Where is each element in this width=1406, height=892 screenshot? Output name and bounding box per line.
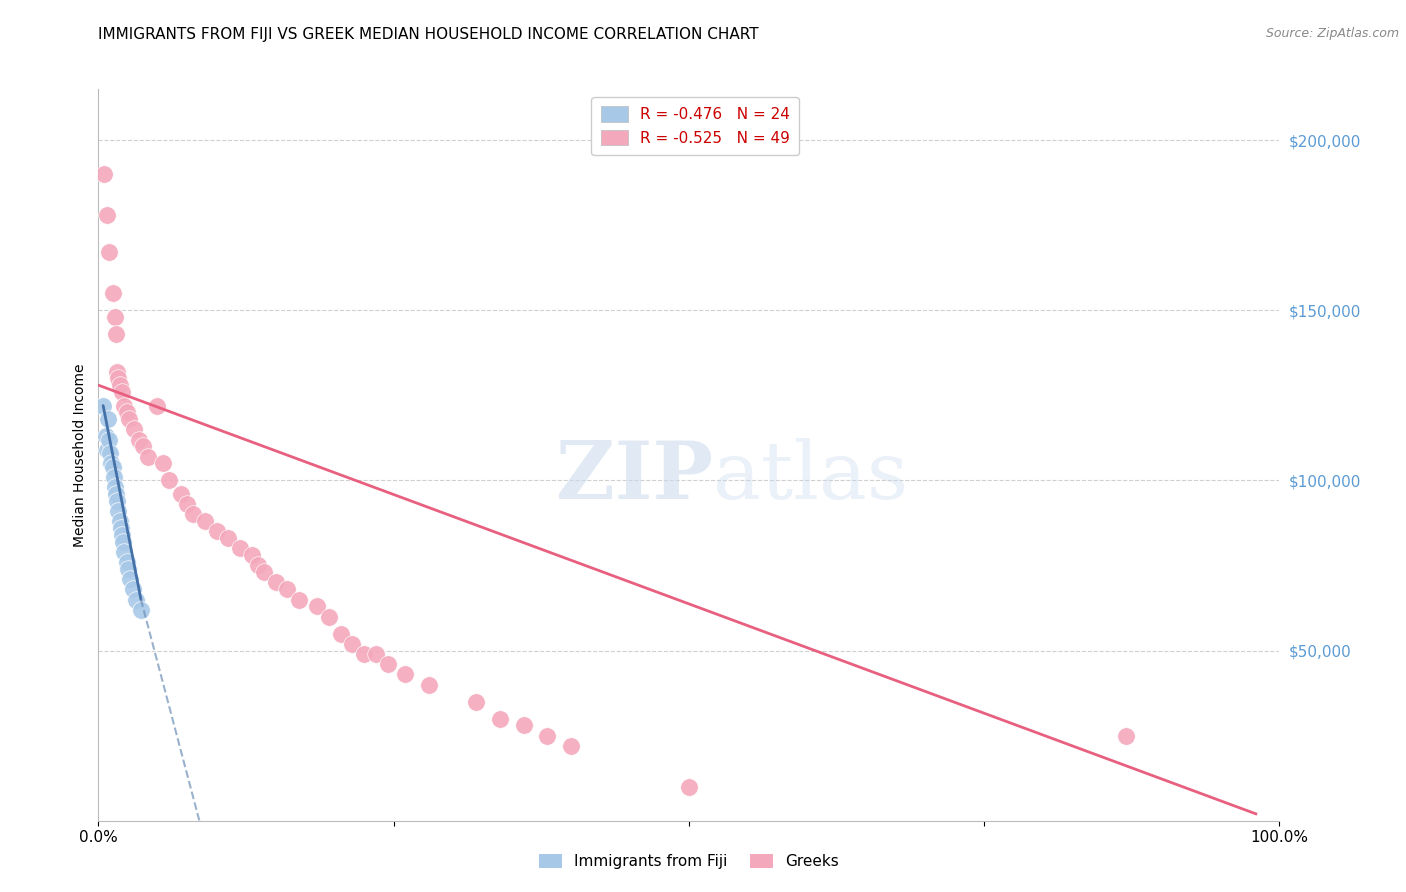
Point xyxy=(120,572,142,586)
Point xyxy=(240,549,263,563)
Point xyxy=(121,582,143,597)
Point xyxy=(110,521,132,535)
Point xyxy=(100,457,122,471)
Point xyxy=(205,524,228,539)
Point xyxy=(122,422,145,436)
Point xyxy=(229,541,252,556)
Point xyxy=(1115,729,1137,743)
Point xyxy=(217,531,239,545)
Point xyxy=(170,487,193,501)
Point xyxy=(105,493,128,508)
Point xyxy=(194,514,217,528)
Point xyxy=(678,780,700,794)
Point xyxy=(489,712,512,726)
Point xyxy=(111,384,134,399)
Point xyxy=(93,167,115,181)
Point xyxy=(364,647,387,661)
Point xyxy=(118,412,141,426)
Point xyxy=(152,457,174,471)
Point xyxy=(96,208,118,222)
Point xyxy=(146,399,169,413)
Point xyxy=(125,592,148,607)
Point xyxy=(342,637,364,651)
Point xyxy=(465,695,488,709)
Point xyxy=(353,647,375,661)
Point xyxy=(111,528,134,542)
Point xyxy=(101,459,124,474)
Point xyxy=(115,405,138,419)
Point xyxy=(101,286,124,301)
Point xyxy=(112,545,135,559)
Point xyxy=(329,626,352,640)
Point xyxy=(536,729,558,743)
Point xyxy=(305,599,328,614)
Point xyxy=(98,446,121,460)
Point xyxy=(136,450,159,464)
Point xyxy=(108,514,131,528)
Point xyxy=(246,558,269,573)
Point xyxy=(112,399,135,413)
Point xyxy=(377,657,399,672)
Y-axis label: Median Household Income: Median Household Income xyxy=(73,363,87,547)
Point xyxy=(103,470,125,484)
Point xyxy=(115,555,138,569)
Point xyxy=(176,497,198,511)
Point xyxy=(104,310,127,325)
Point xyxy=(132,439,155,453)
Point xyxy=(512,718,534,732)
Point xyxy=(105,365,128,379)
Point xyxy=(105,487,128,501)
Point xyxy=(276,582,298,597)
Point xyxy=(97,412,120,426)
Point xyxy=(117,562,139,576)
Point xyxy=(128,433,150,447)
Point xyxy=(112,534,135,549)
Point xyxy=(418,677,440,691)
Point xyxy=(264,575,287,590)
Point xyxy=(129,603,152,617)
Point xyxy=(318,609,340,624)
Text: ZIP: ZIP xyxy=(555,438,713,516)
Point xyxy=(104,480,127,494)
Text: atlas: atlas xyxy=(713,438,908,516)
Text: IMMIGRANTS FROM FIJI VS GREEK MEDIAN HOUSEHOLD INCOME CORRELATION CHART: IMMIGRANTS FROM FIJI VS GREEK MEDIAN HOU… xyxy=(98,27,759,42)
Legend: Immigrants from Fiji, Greeks: Immigrants from Fiji, Greeks xyxy=(533,848,845,875)
Point xyxy=(96,442,118,457)
Point xyxy=(98,245,121,260)
Point xyxy=(94,429,117,443)
Point xyxy=(98,433,121,447)
Point xyxy=(107,504,129,518)
Point xyxy=(394,667,416,681)
Point xyxy=(108,378,131,392)
Point xyxy=(157,474,180,488)
Point xyxy=(107,371,129,385)
Point xyxy=(181,508,204,522)
Text: Source: ZipAtlas.com: Source: ZipAtlas.com xyxy=(1265,27,1399,40)
Point xyxy=(91,399,114,413)
Point xyxy=(105,327,128,342)
Point xyxy=(253,566,276,580)
Point xyxy=(560,739,582,753)
Point xyxy=(288,592,311,607)
